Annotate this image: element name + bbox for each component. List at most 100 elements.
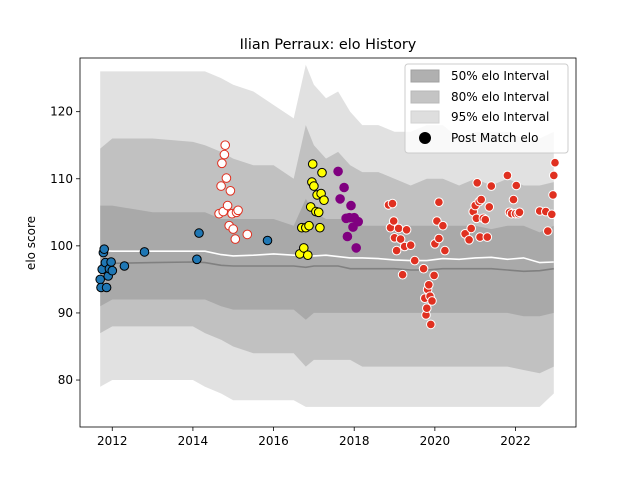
data-point [222,200,233,211]
data-point [333,166,343,177]
data-point [466,223,477,234]
y-axis: 80 90 100 110 120 [50,105,80,387]
plot-frame [79,57,577,428]
data-point [319,195,329,205]
data-point [426,319,436,330]
data-point [351,243,362,253]
data-point [511,180,522,191]
y-tick-label: 110 [50,172,73,186]
data-point [192,254,202,265]
legend-marker-post-match [419,132,431,144]
mean-line [100,249,554,264]
data-point [217,158,227,169]
x-tick-label: 2018 [339,434,370,448]
data-point [315,222,325,233]
data-point [508,194,519,205]
data-point [353,216,364,227]
band-80 [100,125,554,374]
data-point [438,220,448,231]
data-point [405,240,416,250]
data-point [106,257,116,267]
post-match-points [95,140,560,330]
data-point [480,214,491,225]
data-point [397,269,408,280]
y-axis-label: elo score [24,216,38,270]
data-point [409,255,420,266]
data-point [233,205,243,216]
data-point [219,149,230,160]
legend: 50% elo Interval 80% elo Interval 95% el… [404,63,569,154]
data-point [342,231,353,242]
data-point [393,223,404,234]
data-point [486,181,497,191]
data-point [139,247,150,257]
legend-swatch-80 [410,90,440,104]
x-tick-label: 2020 [420,434,451,448]
data-point [107,265,118,276]
data-point [401,225,412,235]
data-point [472,178,483,188]
data-point [221,173,232,183]
data-point [434,233,444,244]
legend-swatch-50 [410,69,440,83]
x-axis: 2012 2014 2016 2018 2020 2022 [97,427,531,448]
data-point [230,234,241,244]
data-point [317,167,327,178]
data-point [194,228,204,238]
data-point [335,194,345,204]
data-point [346,200,356,211]
data-point [307,159,318,169]
data-point [482,232,493,242]
data-point [550,157,560,168]
data-point [388,216,399,226]
data-point [464,235,474,245]
data-point [547,209,557,220]
legend-box [404,63,569,154]
data-point [429,270,439,281]
x-tick-label: 2016 [258,434,289,448]
y-tick-label: 90 [58,306,73,320]
legend-label-post-match: Post Match elo [451,131,538,145]
data-point [395,234,406,244]
y-tick-label: 100 [50,239,73,253]
data-point [422,303,432,314]
data-point [119,261,130,271]
data-point [303,250,313,260]
data-point [304,220,314,231]
data-point [427,296,437,306]
x-tick-label: 2022 [500,434,531,448]
data-point [434,197,444,207]
y-tick-label: 80 [58,373,73,387]
legend-swatch-95 [410,110,440,124]
y-tick-label: 120 [50,105,73,119]
data-point [440,245,450,256]
data-point [220,140,230,150]
data-point [391,245,402,256]
data-point [548,190,558,200]
data-point [387,198,398,209]
legend-label-95: 95% elo Interval [451,110,549,124]
data-point [424,280,434,290]
data-point [262,235,273,246]
data-point [549,170,559,181]
data-point [339,182,349,193]
median-line [100,261,554,273]
data-point [228,224,238,234]
data-point [216,181,226,191]
data-point [299,243,309,253]
x-tick-label: 2012 [97,434,128,448]
data-point [99,244,109,254]
data-point [543,226,553,236]
x-tick-label: 2014 [178,434,209,448]
trend-lines [100,249,554,273]
data-point [309,181,319,191]
data-point [476,194,487,205]
data-point [484,202,495,212]
data-point [242,229,253,240]
data-point [225,186,236,196]
data-point [418,263,429,274]
data-point [514,207,525,218]
data-point [502,170,513,181]
legend-label-50: 50% elo Interval [451,69,549,83]
